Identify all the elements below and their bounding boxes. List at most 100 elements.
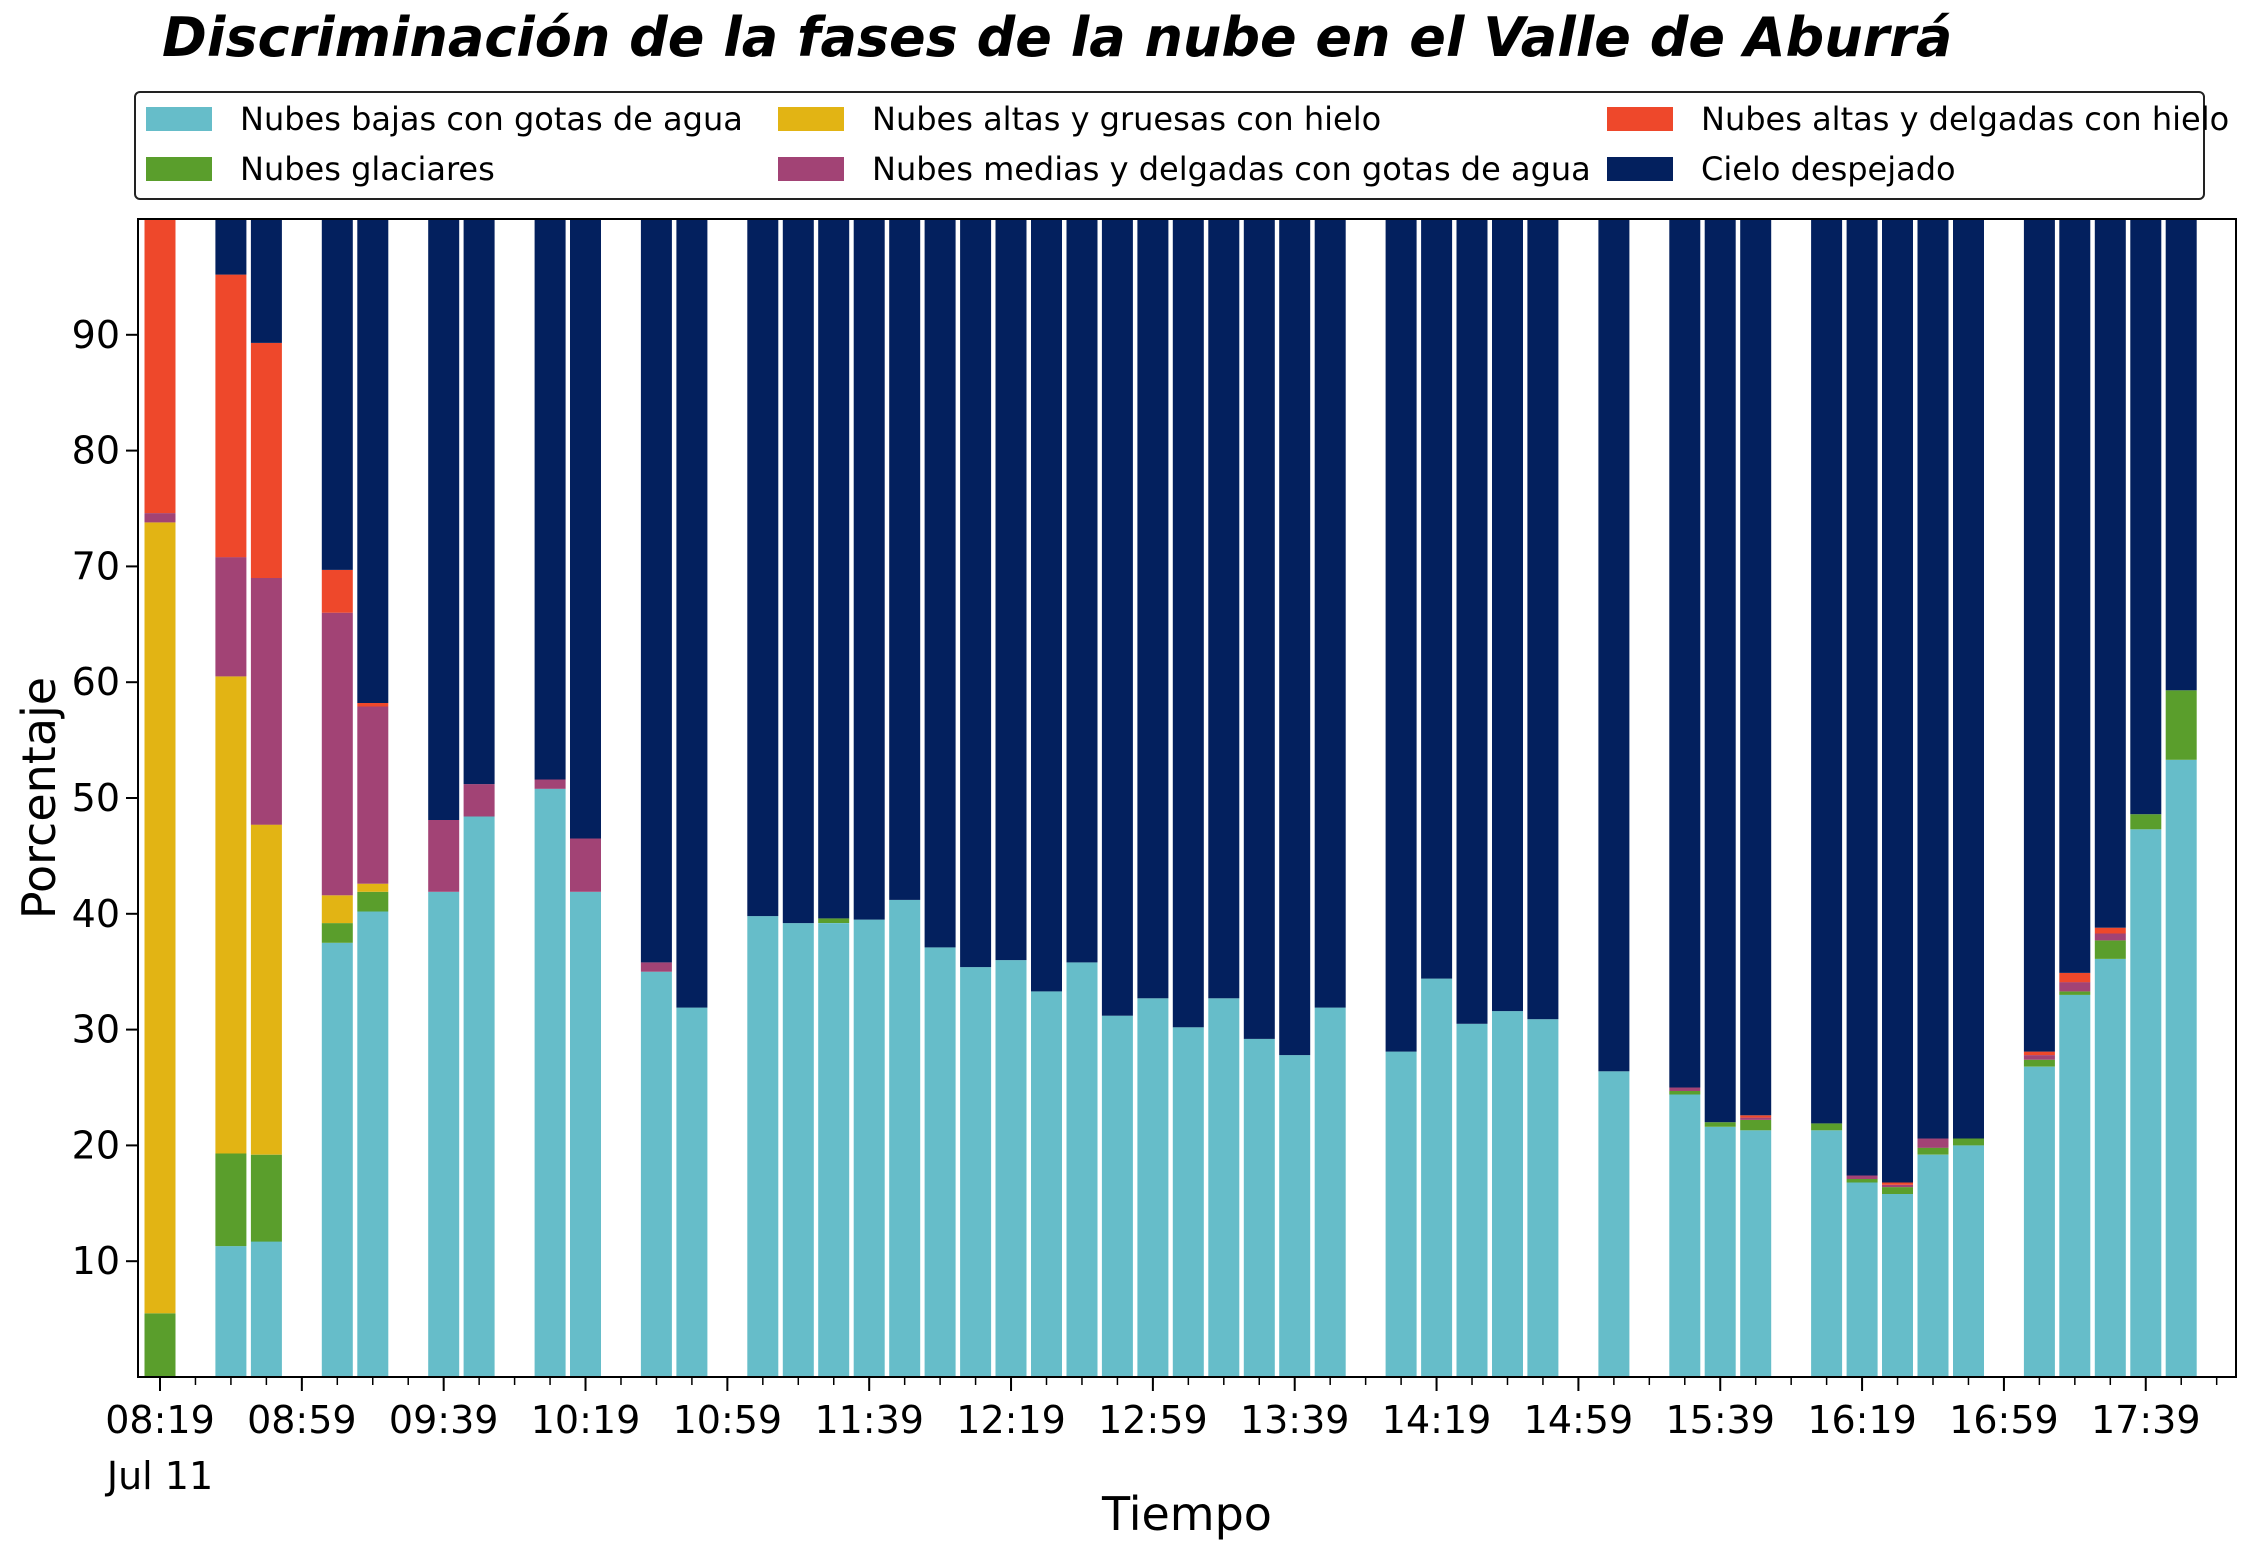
bar-segment [1527, 1019, 1559, 1377]
bar-segment [2023, 1051, 2055, 1056]
bar-segment [570, 891, 601, 1377]
bar-segment [853, 219, 885, 920]
bar-segment [1882, 1182, 1913, 1185]
bar-segment [570, 219, 601, 839]
bar-segment [463, 816, 495, 1377]
bar-segment [250, 342, 282, 578]
bar-segment [250, 219, 282, 343]
x-tick-label: 08:59 [247, 1398, 357, 1442]
x-tick-label: 13:39 [1240, 1398, 1350, 1442]
legend-item: Cielo despejado [1607, 149, 1956, 189]
bar-segment [747, 916, 779, 1377]
x-tick-label: 08:19 [105, 1398, 215, 1442]
x-tick-label: 10:19 [531, 1398, 641, 1442]
bar-segment [215, 1246, 247, 1377]
bar-segment [1740, 219, 1772, 1116]
chart-title: Discriminación de la fases de la nube en… [162, 6, 1953, 69]
bar-segment [818, 923, 850, 1377]
bar-segment [1846, 1182, 1878, 1377]
bar-segment [2023, 219, 2055, 1052]
legend-item: Nubes medias y delgadas con gotas de agu… [778, 149, 1591, 189]
bar-segment [250, 824, 282, 1155]
bar-segment [1740, 1115, 1772, 1118]
bar-segment [2130, 219, 2162, 815]
bar-segment [1031, 219, 1062, 992]
y-tick-label: 90 [72, 313, 120, 357]
bar-segment [321, 569, 353, 613]
bar-segment [1279, 219, 1311, 1056]
bar-segment [889, 899, 921, 1377]
legend-label: Nubes glaciares [240, 150, 495, 188]
bar-segment [1598, 219, 1630, 1072]
bar-segment [1243, 219, 1275, 1039]
legend-swatch [778, 157, 844, 181]
bar-segment [144, 219, 176, 514]
bar-segment [995, 960, 1027, 1377]
bar-segment [924, 219, 956, 948]
bar-segment [144, 1313, 176, 1377]
bar-segment [960, 967, 992, 1377]
bar-segment [2059, 994, 2091, 1377]
bar-segment [357, 703, 389, 707]
legend-swatch [778, 107, 844, 131]
bar-segment [321, 612, 353, 896]
bar-segment [1953, 1138, 1984, 1146]
bar-segment [1421, 219, 1453, 979]
bar-segment [357, 891, 389, 912]
x-tick-label: 09:39 [389, 1398, 499, 1442]
bar-segment [2023, 1055, 2055, 1060]
x-tick-label: 16:19 [1807, 1398, 1917, 1442]
y-tick-label: 20 [72, 1123, 120, 1167]
bar-segment [215, 274, 247, 558]
bar-segment [1101, 1015, 1133, 1377]
x-tick-label: 14:19 [1382, 1398, 1492, 1442]
bar-segment [1811, 219, 1843, 1124]
x-tick-label: 12:59 [1098, 1398, 1208, 1442]
bar-segment [1704, 219, 1736, 1123]
bar-segment [1669, 219, 1701, 1088]
bar-segment [1314, 1007, 1346, 1377]
legend-label: Nubes altas y gruesas con hielo [872, 100, 1382, 138]
bar-segment [1492, 1011, 1523, 1377]
bar-segment [1172, 1027, 1204, 1377]
x-tick-label: 16:59 [1949, 1398, 2059, 1442]
legend-item: Nubes altas y delgadas con hielo [1607, 99, 2229, 139]
bar-segment [747, 219, 779, 917]
bar-segment [144, 522, 176, 1314]
legend-swatch [146, 157, 212, 181]
bar-segment [889, 219, 921, 900]
bar-segment [2059, 982, 2091, 992]
bar-segment [1917, 219, 1949, 1139]
bar-segment [995, 219, 1027, 961]
x-axis-label: Tiempo [1101, 1487, 1272, 1541]
bar-segment [534, 779, 566, 789]
y-tick-label: 50 [72, 776, 120, 820]
bar-segment [1669, 1091, 1701, 1095]
bar-segment [1882, 219, 1913, 1183]
y-axis-label: Porcentaje [12, 677, 66, 919]
bar-segment [1953, 219, 1984, 1139]
bars-group [144, 219, 2197, 1378]
legend-item: Nubes altas y gruesas con hielo [778, 99, 1381, 139]
bar-segment [676, 219, 708, 1008]
legend-label: Nubes bajas con gotas de agua [240, 100, 743, 138]
bar-segment [1456, 1023, 1488, 1377]
bar-segment [570, 838, 601, 892]
bar-segment [321, 923, 353, 943]
bar-segment [1172, 219, 1204, 1028]
y-tick-label: 40 [72, 892, 120, 936]
bar-segment [1846, 1179, 1878, 1183]
bar-segment [1917, 1147, 1949, 1155]
bar-segment [2165, 759, 2197, 1377]
bar-segment [818, 918, 850, 923]
bar-segment [1704, 1126, 1736, 1377]
legend-label: Nubes altas y delgadas con hielo [1701, 100, 2230, 138]
bar-segment [1385, 219, 1417, 1052]
bar-segment [640, 971, 672, 1377]
bar-segment [960, 219, 992, 968]
bar-segment [818, 219, 850, 919]
bar-segment [215, 557, 247, 677]
bar-segment [2023, 1059, 2055, 1067]
bar-segment [2094, 959, 2126, 1377]
bar-segment [357, 706, 389, 884]
